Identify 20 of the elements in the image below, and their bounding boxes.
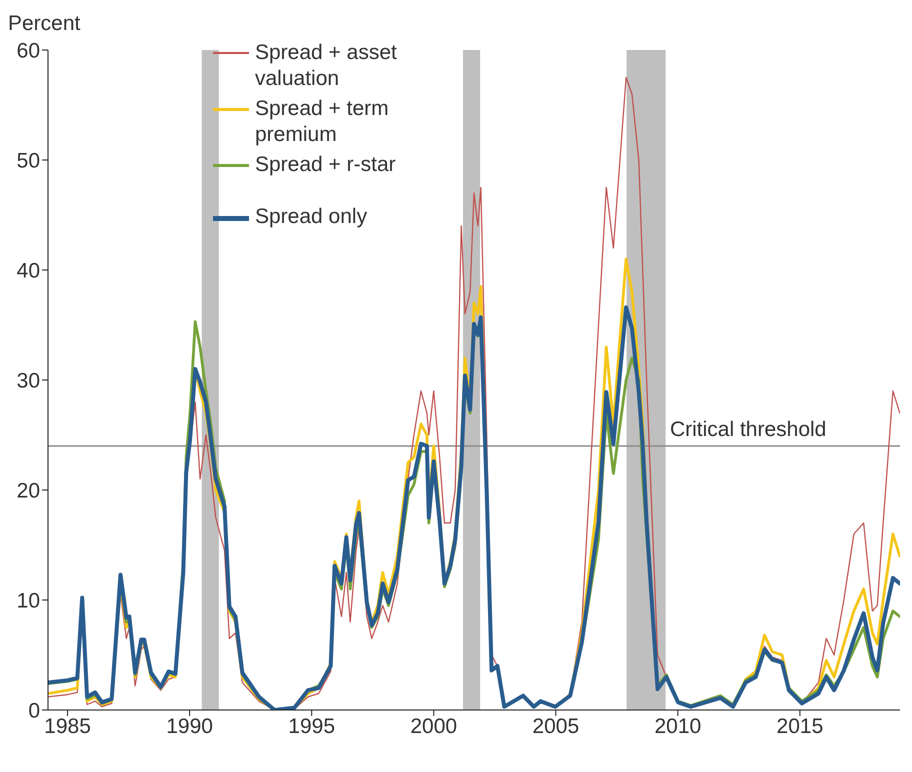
y-tick-label: 40 xyxy=(16,259,40,282)
x-tick-label: 1985 xyxy=(44,714,91,738)
y-tick-label: 30 xyxy=(16,369,40,392)
x-tick-label: 2000 xyxy=(410,714,458,738)
legend-label: Spread + r-star xyxy=(255,152,396,178)
x-tick-label: 1990 xyxy=(166,714,213,738)
y-tick-label: 20 xyxy=(16,479,40,502)
y-tick-label: 10 xyxy=(16,589,40,612)
y-tick-label: 0 xyxy=(28,699,40,722)
y-axis-title: Percent xyxy=(8,12,80,36)
legend-label: Spread + asset valuation xyxy=(255,40,398,92)
x-tick-label: 2005 xyxy=(532,714,580,738)
legend-label: Spread + term premium xyxy=(255,96,390,148)
ref-line-label: Critical threshold xyxy=(670,418,826,441)
x-tick-label: 2015 xyxy=(776,714,824,738)
y-tick-label: 50 xyxy=(16,149,40,172)
x-tick-label: 2010 xyxy=(654,714,702,738)
legend-label: Spread only xyxy=(255,204,368,230)
y-tick-label: 60 xyxy=(16,39,40,62)
x-tick-label: 1995 xyxy=(288,714,336,738)
